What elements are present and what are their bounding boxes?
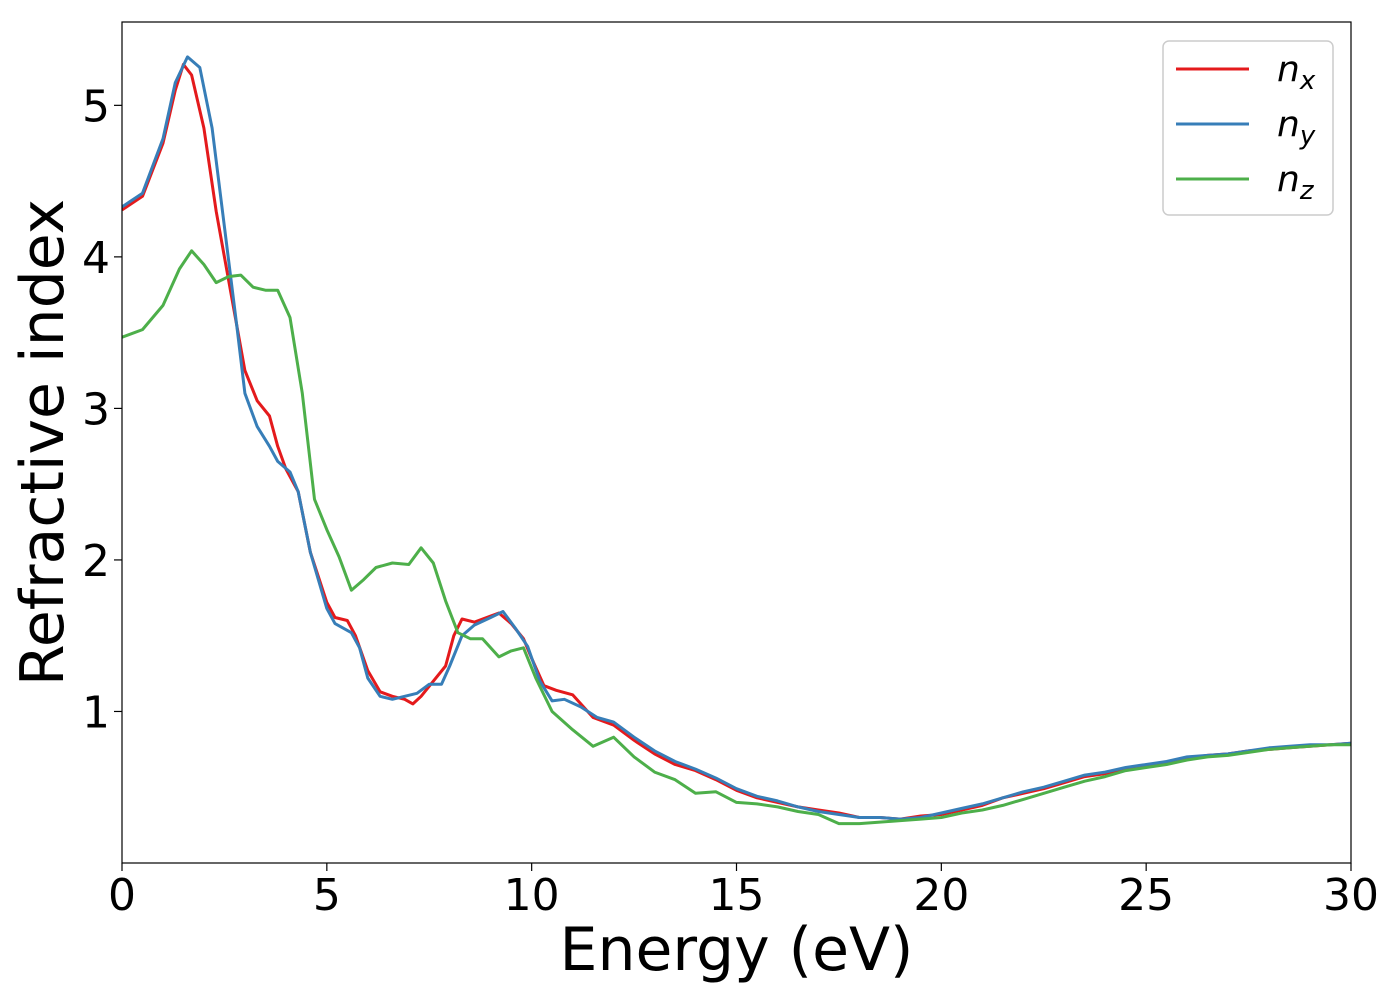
y-tick-label: 3 bbox=[82, 384, 110, 435]
y-tick-label: 5 bbox=[82, 81, 110, 132]
y-tick-label: 1 bbox=[82, 687, 110, 738]
x-tick-label: 25 bbox=[1118, 870, 1174, 921]
series-line-z bbox=[122, 249, 1351, 826]
y-tick-label: 4 bbox=[82, 233, 110, 284]
x-tick-label: 0 bbox=[108, 870, 136, 921]
x-tick-label: 30 bbox=[1323, 870, 1379, 921]
y-axis-title: Refractive index bbox=[8, 199, 78, 686]
x-axis-title: Energy (eV) bbox=[560, 915, 914, 985]
legend-label-z: nz bbox=[1277, 159, 1315, 206]
legend: nx ny nz bbox=[1162, 40, 1334, 216]
legend-box bbox=[1162, 40, 1334, 216]
x-tick-label: 5 bbox=[313, 870, 341, 921]
legend-label-y: ny bbox=[1277, 104, 1316, 151]
legend-label-x: nx bbox=[1277, 49, 1316, 96]
y-axis-ticks: 1 2 3 4 5 bbox=[82, 81, 122, 738]
series-line-y bbox=[122, 55, 1351, 821]
y-tick-label: 2 bbox=[82, 536, 110, 587]
x-tick-label: 20 bbox=[913, 870, 969, 921]
x-tick-label: 10 bbox=[504, 870, 560, 921]
x-axis-ticks: 0 5 10 15 20 25 30 bbox=[108, 863, 1379, 921]
x-tick-label: 15 bbox=[709, 870, 765, 921]
